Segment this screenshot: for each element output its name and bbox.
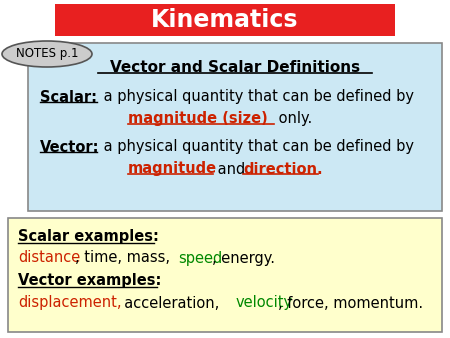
Text: and: and [213, 162, 250, 176]
Text: , force, momentum.: , force, momentum. [278, 295, 423, 311]
Text: acceleration,: acceleration, [115, 295, 229, 311]
Text: Vector and Scalar Definitions: Vector and Scalar Definitions [110, 59, 360, 74]
Text: Kinematics: Kinematics [151, 8, 299, 32]
Text: , energy.: , energy. [212, 250, 275, 266]
Ellipse shape [2, 41, 92, 67]
Text: distance: distance [18, 250, 80, 266]
Text: a physical quantity that can be defined by: a physical quantity that can be defined … [99, 90, 414, 104]
Text: NOTES p.1: NOTES p.1 [16, 48, 78, 61]
Text: speed: speed [178, 250, 222, 266]
FancyBboxPatch shape [28, 43, 442, 211]
Text: only.: only. [274, 112, 312, 126]
Text: velocity: velocity [236, 295, 293, 311]
Text: direction.: direction. [243, 162, 323, 176]
FancyBboxPatch shape [8, 218, 442, 332]
Text: Scalar:: Scalar: [40, 90, 97, 104]
Text: , time, mass,: , time, mass, [75, 250, 175, 266]
Text: Vector examples:: Vector examples: [18, 273, 162, 289]
Text: a physical quantity that can be defined by: a physical quantity that can be defined … [99, 140, 414, 154]
Text: displacement,: displacement, [18, 295, 122, 311]
Text: Vector:: Vector: [40, 140, 99, 154]
Text: magnitude (size): magnitude (size) [128, 112, 268, 126]
FancyBboxPatch shape [55, 4, 395, 36]
Text: Scalar examples:: Scalar examples: [18, 230, 159, 244]
Text: magnitude: magnitude [128, 162, 217, 176]
